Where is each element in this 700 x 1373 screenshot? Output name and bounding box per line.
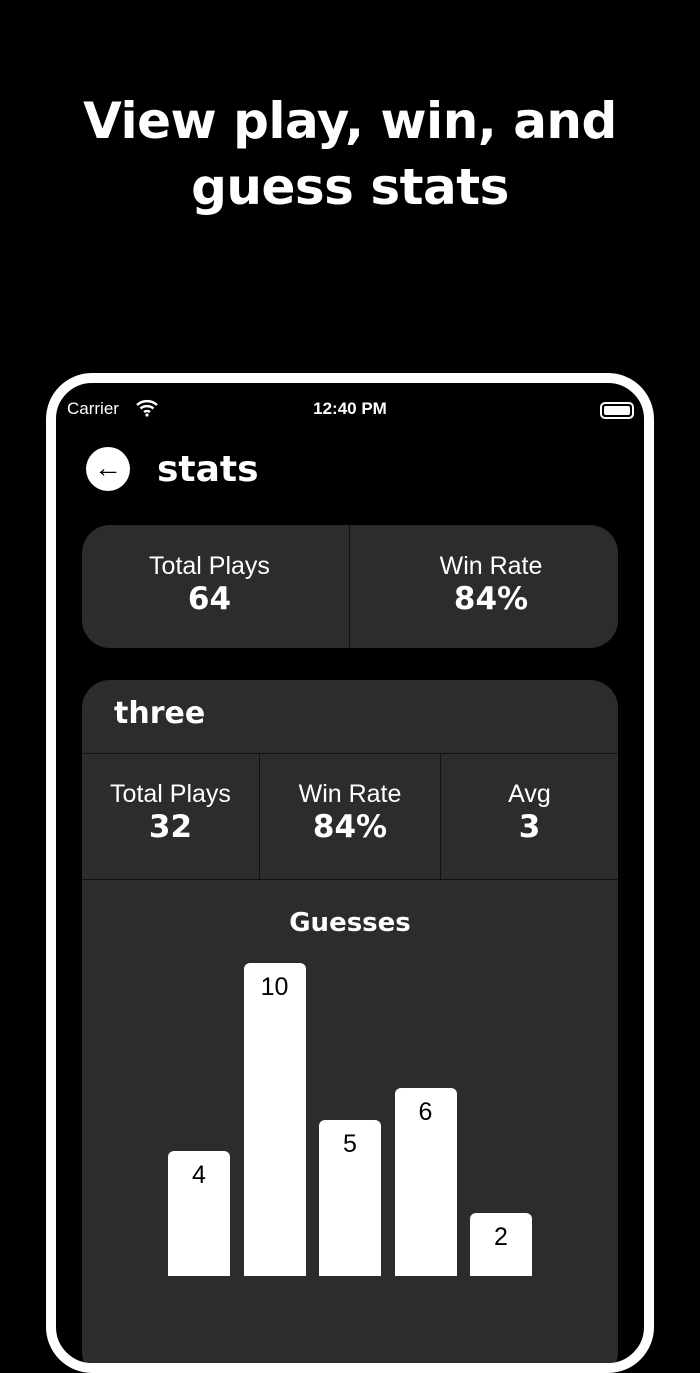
overall-stats-card: Total Plays 64 Win Rate 84% — [82, 525, 618, 648]
chart-title: Guesses — [289, 908, 411, 938]
win-rate-value: 84% — [312, 809, 388, 845]
total-plays-value: 32 — [148, 809, 193, 845]
bar-4: 6 — [394, 1088, 457, 1276]
phone-frame: Carrier 12:40 PM ← stats Total Plays 64 … — [46, 373, 654, 1373]
overall-total-plays: Total Plays 64 — [82, 525, 337, 648]
clock: 12:40 PM — [313, 399, 387, 418]
headline-line-1: View play, win, and — [83, 92, 617, 150]
bar-label: 2 — [494, 1223, 508, 1252]
divider — [82, 879, 618, 880]
bar-2: 10 — [243, 963, 306, 1276]
avg-label: Avg — [508, 780, 551, 808]
bar-label: 10 — [260, 973, 289, 1001]
win-rate-value: 84% — [453, 581, 529, 617]
back-button[interactable]: ← — [86, 447, 130, 491]
win-rate-label: Win Rate — [439, 552, 543, 580]
bar-5: 2 — [470, 1213, 532, 1276]
win-rate-label: Win Rate — [298, 780, 402, 808]
bar-label: 6 — [418, 1098, 433, 1127]
overall-win-rate: Win Rate 84% — [350, 525, 618, 648]
bar-label: 5 — [343, 1129, 357, 1158]
mode-total-plays: Total Plays 32 — [82, 753, 259, 879]
battery-icon — [600, 402, 634, 419]
headline: View play, win, and guess stats — [0, 88, 700, 220]
total-plays-value: 64 — [187, 581, 232, 617]
avg-value: 3 — [518, 809, 541, 845]
mode-title: three — [114, 696, 206, 731]
wifi-icon — [136, 399, 158, 422]
mode-avg: Avg 3 — [441, 753, 618, 879]
carrier-label: Carrier — [67, 399, 119, 418]
status-bar: Carrier 12:40 PM — [56, 399, 644, 423]
bar-1: 4 — [168, 1150, 230, 1276]
divider — [259, 753, 260, 879]
mode-stats-card: three Total Plays 32 Win Rate 84% Avg 3 … — [82, 680, 618, 1363]
headline-line-2: guess stats — [191, 158, 509, 216]
mode-stats-row: Total Plays 32 Win Rate 84% Avg 3 — [82, 753, 618, 879]
page-title: stats — [157, 449, 259, 490]
total-plays-label: Total Plays — [149, 552, 270, 580]
bar-3: 5 — [319, 1119, 381, 1276]
mode-win-rate: Win Rate 84% — [260, 753, 440, 879]
divider — [349, 525, 350, 648]
divider — [440, 753, 441, 879]
arrow-left-icon: ← — [94, 452, 122, 483]
total-plays-label: Total Plays — [110, 780, 231, 808]
divider — [82, 753, 618, 754]
bar-label: 4 — [192, 1160, 206, 1189]
